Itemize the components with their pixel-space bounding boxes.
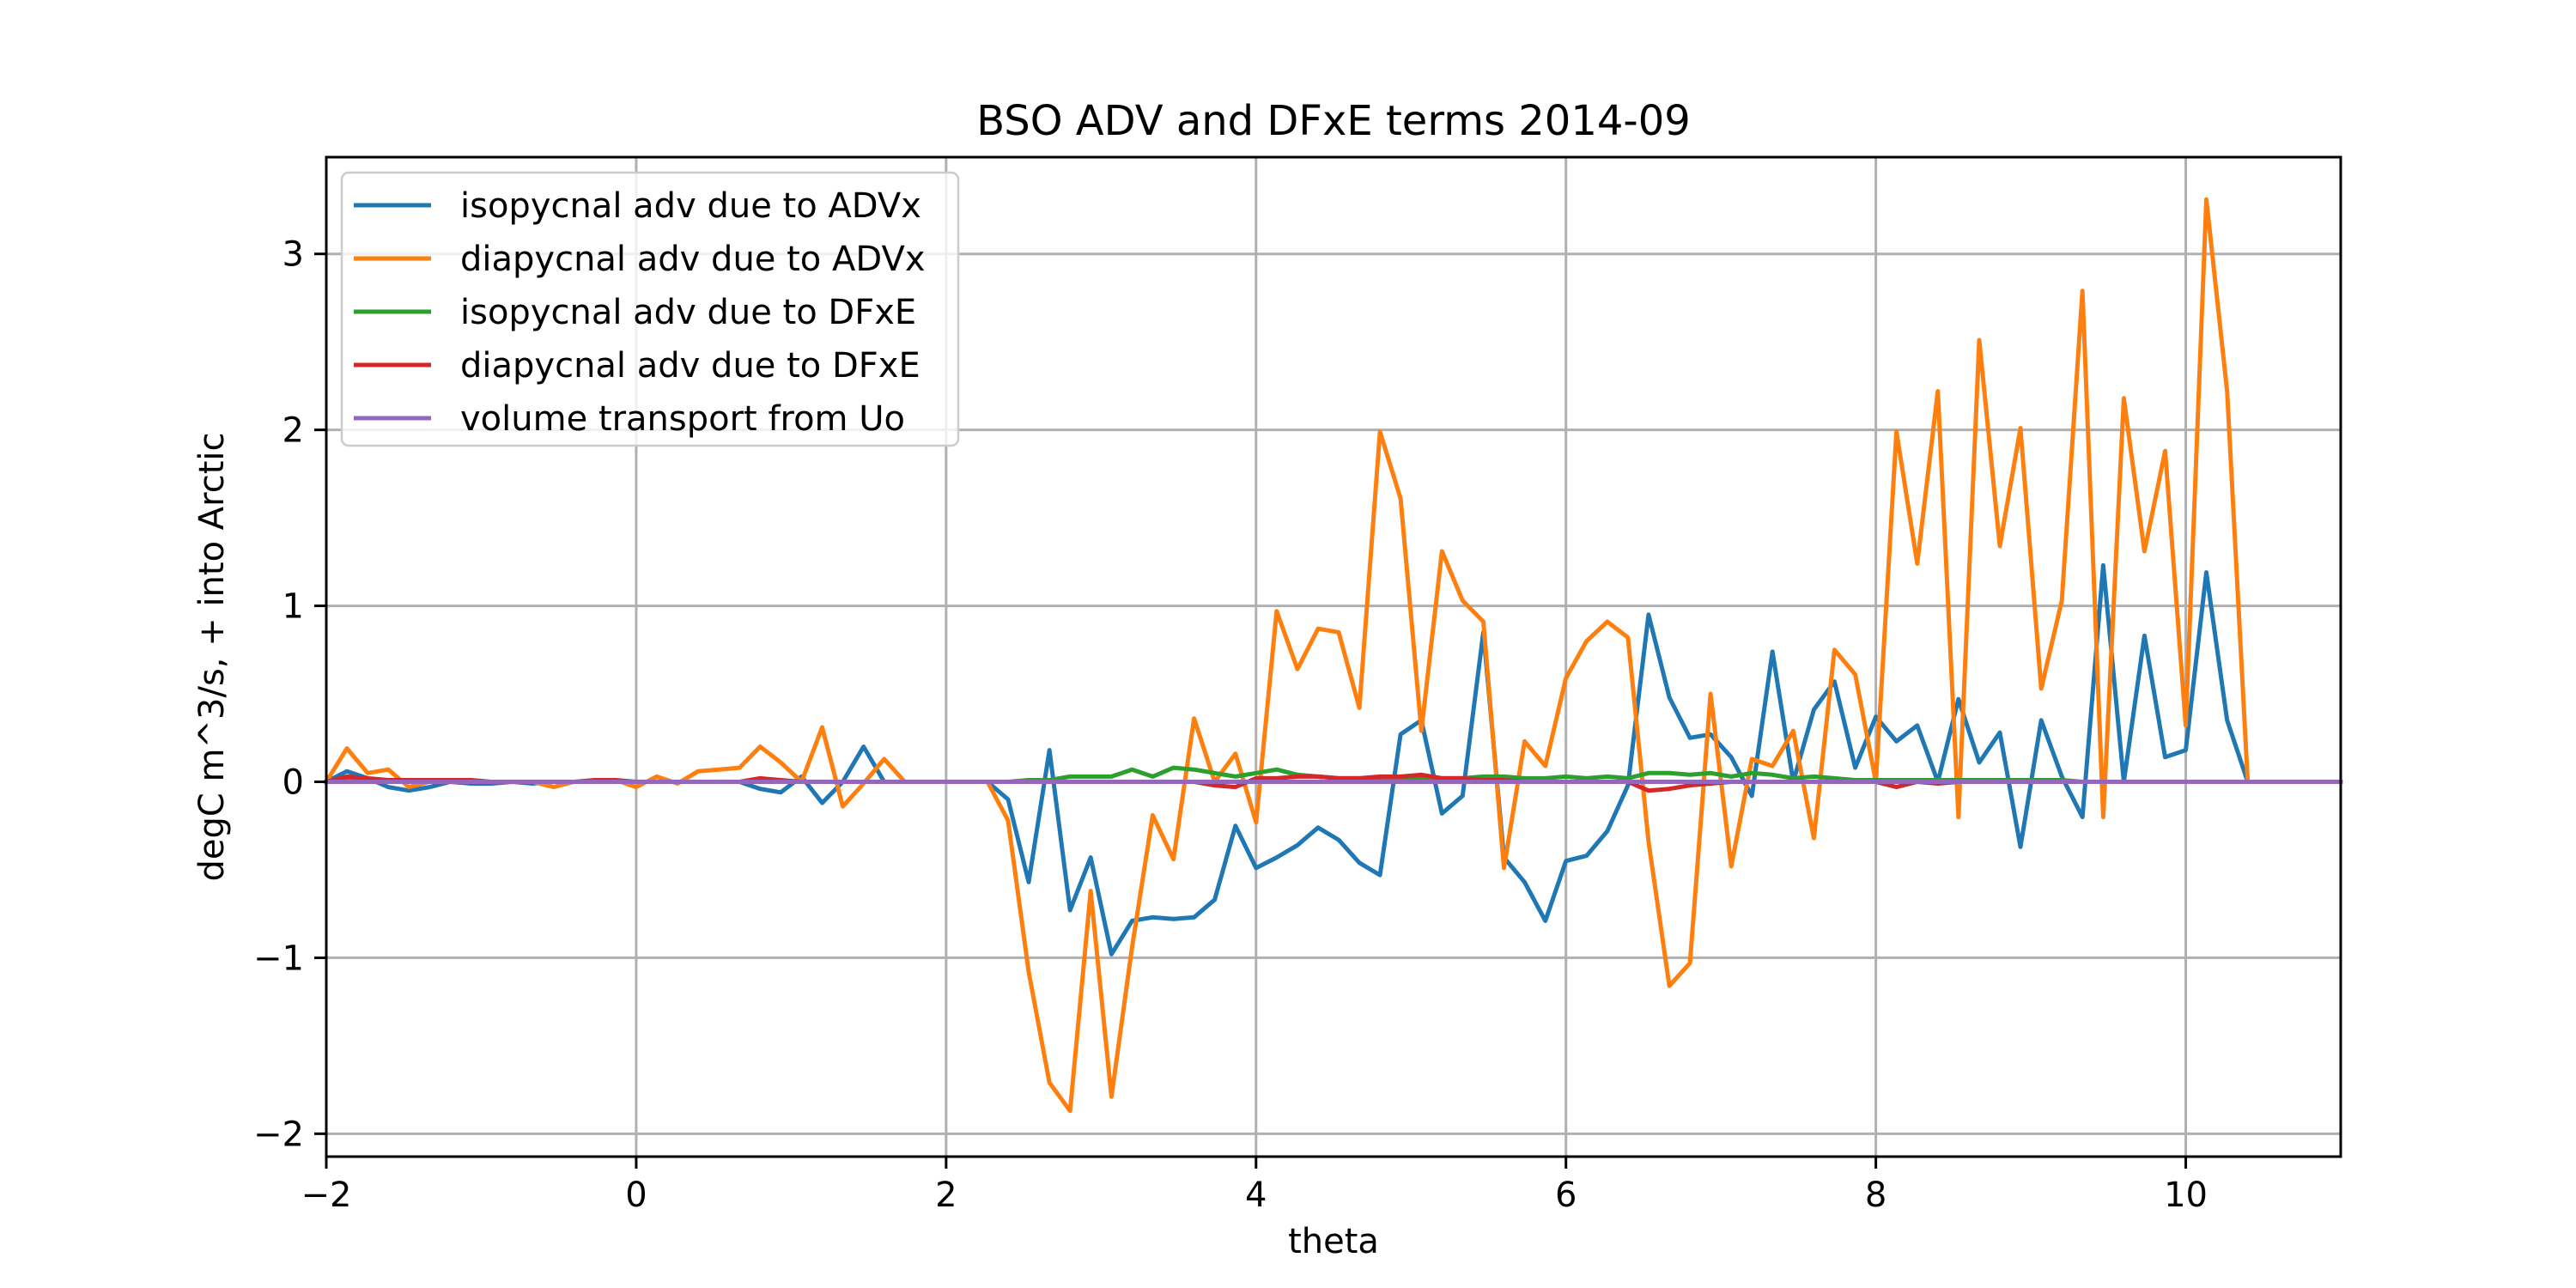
chart-title: BSO ADV and DFxE terms 2014-09 — [976, 97, 1691, 145]
series-lines — [323, 197, 2343, 1114]
x-tick-label: 8 — [1865, 1176, 1886, 1215]
plot-frame — [325, 155, 2342, 1158]
legend-label-isopycnal-adv-due-to-advx: isopycnal adv due to ADVx — [460, 186, 921, 226]
legend-label-diapycnal-adv-due-to-advx: diapycnal adv due to ADVx — [460, 240, 925, 279]
x-tick-label: −2 — [301, 1176, 352, 1215]
y-tick-label: 3 — [283, 235, 304, 275]
y-tick-label: −2 — [253, 1115, 304, 1154]
y-axis-label: degC m^3/s, + into Arctic — [192, 433, 232, 882]
legend-label-volume-transport-from-uo: volume transport from Uo — [460, 399, 905, 439]
y-tick-label: 1 — [283, 587, 304, 627]
x-axis-label: theta — [1288, 1222, 1379, 1261]
y-tick-label: 0 — [283, 763, 304, 803]
y-tick-label: 2 — [283, 411, 304, 451]
legend-label-isopycnal-adv-due-to-dfxe: isopycnal adv due to DFxE — [460, 293, 916, 332]
x-tick-label: 2 — [935, 1176, 957, 1215]
x-tick-label: 6 — [1555, 1176, 1577, 1215]
x-tick-label: 10 — [2164, 1176, 2208, 1215]
legend: isopycnal adv due to ADVx diapycnal adv d… — [340, 171, 960, 447]
y-tick-label: −1 — [253, 939, 304, 978]
legend-label-diapycnal-adv-due-to-dfxe: diapycnal adv due to DFxE — [460, 346, 920, 386]
series-line-diapycnal-adv-due-to-advx — [323, 197, 2343, 1114]
x-tick-label: 4 — [1245, 1176, 1267, 1215]
legend-box — [340, 171, 960, 447]
axis-ticks: −2 0 2 4 6 8 10 −2 −1 0 1 2 3 — [253, 235, 2208, 1215]
x-tick-label: 0 — [625, 1176, 647, 1215]
